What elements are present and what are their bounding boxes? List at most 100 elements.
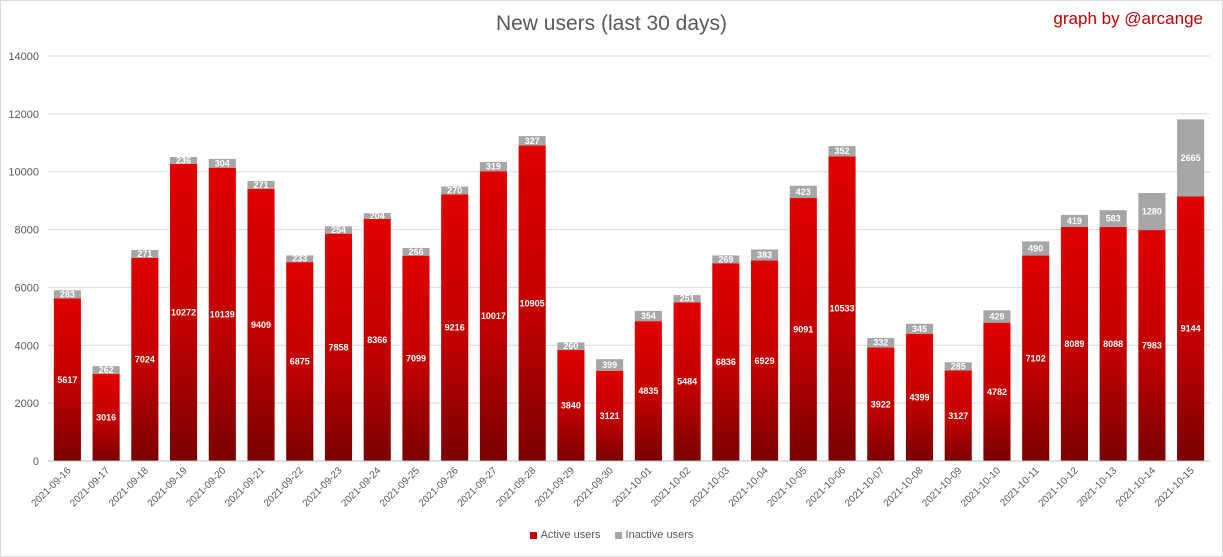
bar-inactive [441, 186, 469, 195]
bar-active [208, 167, 236, 461]
x-tick-label: 2021-09-30 [572, 465, 616, 509]
x-tick-label: 2021-09-23 [301, 465, 345, 509]
x-tick-label: 2021-10-07 [843, 465, 887, 509]
data-label-active: 10533 [830, 304, 855, 314]
x-tick-label: 2021-10-04 [727, 465, 771, 509]
bar-active [479, 171, 507, 461]
bar-inactive [751, 249, 779, 261]
x-tick-label: 2021-09-27 [456, 465, 500, 509]
bar-active [1177, 196, 1205, 461]
bar-inactive [247, 180, 275, 189]
x-tick-label: 2021-10-05 [765, 465, 809, 509]
bar-inactive [286, 255, 314, 263]
bar-inactive [402, 247, 430, 256]
bar-active [441, 194, 469, 461]
bar-active [712, 263, 740, 461]
bar-inactive [53, 290, 81, 299]
bar-active [518, 145, 546, 461]
bar-active [1099, 227, 1127, 461]
data-label-active: 3121 [600, 411, 620, 421]
data-label-inactive: 419 [1067, 216, 1082, 226]
x-tick-label: 2021-09-16 [30, 465, 74, 509]
data-label-active: 5484 [677, 377, 697, 387]
legend-item-active: Active users [529, 529, 601, 541]
bar-inactive [479, 161, 507, 172]
data-label-active: 10272 [171, 307, 196, 317]
data-label-active: 6875 [290, 357, 310, 367]
legend-swatch-active [529, 531, 537, 539]
data-label-active: 9091 [793, 325, 813, 335]
data-label-active: 7858 [328, 342, 348, 352]
bar-inactive [1099, 210, 1127, 228]
data-label-active: 7024 [135, 354, 155, 364]
x-tick-label: 2021-10-14 [1114, 465, 1158, 509]
data-label-active: 6836 [716, 357, 736, 367]
y-tick-label: 8000 [15, 225, 39, 237]
data-label-inactive: 583 [1106, 214, 1121, 224]
data-label-inactive: 332 [873, 338, 888, 348]
bar-active [286, 262, 314, 461]
bar-inactive [324, 226, 353, 234]
bar-active [131, 257, 159, 461]
bar-active [789, 198, 817, 461]
x-tick-label: 2021-10-02 [649, 465, 693, 509]
data-label-inactive: 1280 [1142, 207, 1162, 217]
bar-inactive [92, 366, 120, 374]
x-tick-label: 2021-09-21 [223, 465, 267, 509]
bar-active [363, 218, 391, 461]
bar-inactive [1177, 119, 1205, 197]
data-label-inactive: 283 [60, 289, 75, 299]
data-label-inactive: 260 [563, 341, 578, 351]
bar-inactive [789, 185, 817, 199]
x-tick-label: 2021-10-13 [1075, 465, 1119, 509]
bar-active [1138, 230, 1166, 461]
bar-inactive [828, 146, 856, 157]
data-label-inactive: 236 [176, 155, 191, 165]
x-tick-label: 2021-10-09 [920, 465, 964, 509]
data-label-inactive: 399 [602, 360, 617, 370]
data-label-inactive: 429 [989, 311, 1004, 321]
data-label-active: 8366 [367, 335, 387, 345]
legend-item-inactive: Inactive users [614, 529, 693, 541]
data-label-inactive: 271 [137, 249, 152, 259]
bar-active [247, 188, 275, 461]
bar-inactive [596, 359, 624, 371]
data-label-inactive: 304 [215, 158, 230, 168]
data-label-inactive: 285 [951, 361, 966, 371]
bar-active [170, 163, 198, 462]
data-label-inactive: 269 [718, 254, 733, 264]
data-label-active: 9144 [1181, 324, 1201, 334]
chart-title: New users (last 30 days) [495, 12, 728, 35]
data-label-inactive: 354 [641, 311, 656, 321]
x-tick-label: 2021-09-20 [184, 465, 228, 509]
bar-inactive [208, 158, 236, 168]
data-label-inactive: 204 [370, 211, 385, 221]
data-label-active: 10139 [210, 309, 235, 319]
bar-active [867, 347, 895, 461]
bar-active [1022, 255, 1050, 461]
data-label-active: 6929 [755, 356, 775, 366]
data-label-inactive: 383 [757, 250, 772, 260]
bar-active [557, 349, 585, 461]
bar-inactive [131, 249, 159, 258]
x-tick-label: 2021-09-25 [378, 465, 422, 509]
data-label-active: 9409 [251, 320, 271, 330]
data-label-active: 7102 [1026, 353, 1046, 363]
bar-active [944, 370, 972, 461]
legend: Active users Inactive users [0, 529, 1223, 541]
data-label-active: 3840 [561, 400, 581, 410]
data-label-inactive: 423 [796, 187, 811, 197]
bar-inactive [634, 310, 662, 322]
data-label-inactive: 327 [525, 136, 540, 146]
data-label-active: 4835 [638, 386, 658, 396]
chart-credit: graph by @arcange [1053, 9, 1203, 28]
data-label-inactive: 251 [680, 294, 695, 304]
x-tick-label: 2021-10-10 [959, 465, 1003, 509]
bar-active [828, 156, 856, 462]
x-tick-label: 2021-10-06 [804, 465, 848, 509]
x-tick-label: 2021-10-01 [611, 465, 655, 509]
y-tick-label: 2000 [15, 398, 39, 410]
x-tick-label: 2021-09-22 [262, 465, 306, 509]
data-label-active: 4782 [987, 387, 1007, 397]
data-label-inactive: 254 [331, 225, 346, 235]
